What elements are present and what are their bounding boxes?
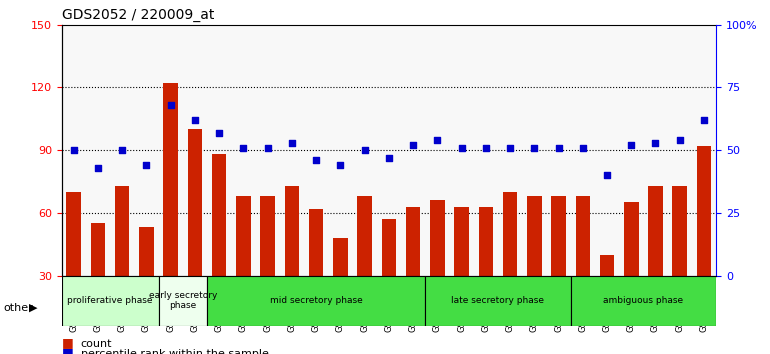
Text: ▶: ▶ [29,303,38,313]
Text: percentile rank within the sample: percentile rank within the sample [81,349,269,354]
Bar [624,202,638,338]
Point [334,162,346,168]
Point [116,147,129,153]
Point [552,145,564,150]
Point [165,102,177,108]
Point [237,145,249,150]
Text: early secretory
phase: early secretory phase [149,291,217,310]
Text: late secretory phase: late secretory phase [451,296,544,305]
Bar [454,207,469,338]
Bar [115,186,129,338]
Bar [163,83,178,338]
Text: ■: ■ [62,346,73,354]
Bar [503,192,517,338]
Point [528,145,541,150]
Text: count: count [81,339,112,349]
FancyBboxPatch shape [207,275,425,326]
Point [480,145,492,150]
Point [577,145,589,150]
Bar [309,209,323,338]
Point [625,142,638,148]
Point [383,155,395,160]
FancyBboxPatch shape [62,275,159,326]
Point [601,172,613,178]
Bar [527,196,541,338]
Bar [648,186,663,338]
FancyBboxPatch shape [425,275,571,326]
Point [140,162,152,168]
Bar [430,200,444,338]
Bar [188,129,203,338]
FancyBboxPatch shape [571,275,716,326]
Bar [478,207,493,338]
Bar [697,146,711,338]
Point [674,137,686,143]
Bar [672,186,687,338]
Point [262,145,274,150]
Bar [333,238,347,338]
Point [189,117,201,123]
Point [455,145,467,150]
FancyBboxPatch shape [159,275,207,326]
Text: mid secretory phase: mid secretory phase [270,296,363,305]
Bar [236,196,251,338]
Point [310,157,323,163]
Text: ■: ■ [62,336,73,349]
Text: ambiguous phase: ambiguous phase [604,296,684,305]
Point [698,117,710,123]
Point [68,147,80,153]
Point [504,145,516,150]
Bar [91,223,105,338]
Text: proliferative phase: proliferative phase [67,296,152,305]
Point [431,137,444,143]
Bar [285,186,300,338]
Bar [260,196,275,338]
Point [407,142,419,148]
Point [649,140,661,145]
Bar [600,255,614,338]
Bar [575,196,590,338]
Bar [139,228,154,338]
Text: GDS2052 / 220009_at: GDS2052 / 220009_at [62,8,214,22]
Bar [66,192,81,338]
Bar [357,196,372,338]
Bar [551,196,566,338]
Text: other: other [4,303,34,313]
Point [286,140,298,145]
Bar [212,154,226,338]
Point [359,147,371,153]
Bar [382,219,396,338]
Point [92,165,104,171]
Bar [406,207,420,338]
Point [213,130,226,136]
